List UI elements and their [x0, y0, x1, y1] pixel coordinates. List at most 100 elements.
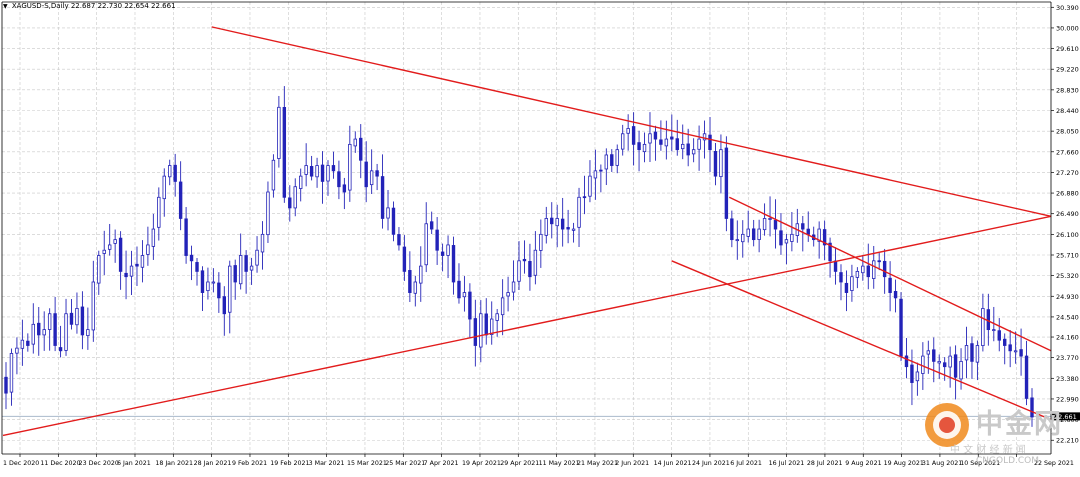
- candle-bull[interactable]: [86, 329, 90, 336]
- candle-bear[interactable]: [899, 298, 903, 357]
- candle-bear[interactable]: [844, 282, 849, 293]
- candle-bear[interactable]: [195, 262, 199, 272]
- candle-bear[interactable]: [288, 197, 292, 209]
- candle-bear[interactable]: [839, 272, 843, 283]
- candle-bear[interactable]: [550, 217, 554, 225]
- candle-bull[interactable]: [293, 186, 297, 209]
- candle-bull[interactable]: [719, 149, 723, 178]
- candle-bull[interactable]: [353, 138, 357, 147]
- candle-bull[interactable]: [446, 244, 450, 256]
- candle-bear[interactable]: [135, 263, 139, 267]
- candle-bull[interactable]: [238, 255, 243, 285]
- candle-bear[interactable]: [801, 223, 805, 230]
- candle-bull[interactable]: [850, 276, 854, 291]
- candle-bear[interactable]: [893, 291, 898, 299]
- candle-bear[interactable]: [686, 143, 690, 156]
- candle-bear[interactable]: [118, 237, 123, 272]
- candle-bull[interactable]: [326, 165, 330, 182]
- candle-bull[interactable]: [107, 244, 112, 250]
- candle-bull[interactable]: [277, 106, 281, 159]
- candle-bull[interactable]: [495, 313, 499, 321]
- trendline-upper-resistance[interactable]: [211, 26, 1052, 218]
- candle-bear[interactable]: [217, 282, 221, 299]
- candle-bear[interactable]: [724, 147, 729, 219]
- candle-bull[interactable]: [42, 329, 46, 336]
- candle-bear[interactable]: [904, 355, 909, 368]
- candle-bear[interactable]: [375, 170, 379, 177]
- candle-bear[interactable]: [708, 134, 712, 151]
- candle-bear[interactable]: [473, 318, 478, 346]
- candle-bull[interactable]: [861, 265, 865, 274]
- candle-bull[interactable]: [921, 355, 925, 374]
- candle-bear[interactable]: [910, 364, 914, 383]
- candle-bull[interactable]: [206, 281, 210, 292]
- candle-bull[interactable]: [419, 265, 423, 284]
- candle-bull[interactable]: [746, 228, 750, 237]
- candle-bear[interactable]: [244, 255, 248, 272]
- candle-bear[interactable]: [484, 313, 488, 336]
- candle-bear[interactable]: [822, 229, 827, 246]
- candle-bull[interactable]: [168, 165, 172, 178]
- candle-bull[interactable]: [1013, 350, 1018, 353]
- candle-bull[interactable]: [577, 196, 581, 228]
- candle-bull[interactable]: [571, 228, 576, 231]
- candle-bear[interactable]: [173, 164, 177, 182]
- candle-bear[interactable]: [599, 169, 603, 172]
- candle-bear[interactable]: [932, 349, 936, 362]
- candle-bear[interactable]: [408, 270, 412, 293]
- candle-bull[interactable]: [544, 218, 548, 236]
- candle-bear[interactable]: [522, 258, 527, 262]
- candle-bear[interactable]: [942, 362, 947, 368]
- candle-bear[interactable]: [391, 207, 396, 235]
- candle-bull[interactable]: [386, 207, 390, 219]
- candle-bull[interactable]: [255, 249, 259, 266]
- candle-bull[interactable]: [784, 239, 789, 244]
- candle-bear[interactable]: [440, 251, 445, 256]
- candle-bear[interactable]: [435, 229, 439, 251]
- candle-bull[interactable]: [15, 347, 19, 354]
- candle-bull[interactable]: [762, 218, 767, 231]
- candle-bull[interactable]: [266, 191, 270, 236]
- candle-bull[interactable]: [926, 350, 931, 355]
- candle-bear[interactable]: [4, 376, 8, 394]
- candle-bull[interactable]: [702, 133, 707, 141]
- candle-bear[interactable]: [670, 136, 674, 140]
- candle-bear[interactable]: [331, 165, 336, 172]
- candle-bear[interactable]: [189, 254, 194, 262]
- candle-bull[interactable]: [604, 154, 609, 170]
- candle-bear[interactable]: [222, 296, 226, 315]
- candle-bear[interactable]: [773, 219, 778, 230]
- candle-bull[interactable]: [9, 353, 14, 393]
- candle-bear[interactable]: [866, 265, 870, 278]
- candle-bear[interactable]: [364, 161, 368, 188]
- candle-bull[interactable]: [511, 281, 516, 293]
- candle-bull[interactable]: [299, 175, 303, 189]
- candle-bear[interactable]: [320, 164, 325, 182]
- candle-bear[interactable]: [653, 131, 658, 140]
- candle-bull[interactable]: [129, 265, 134, 277]
- candle-bull[interactable]: [31, 323, 35, 345]
- candle-bull[interactable]: [768, 218, 772, 220]
- candle-bear[interactable]: [184, 218, 188, 256]
- trendline-channel-bottom[interactable]: [671, 260, 1052, 421]
- candle-bear[interactable]: [402, 246, 407, 272]
- candle-bear[interactable]: [986, 309, 991, 331]
- candle-bull[interactable]: [157, 196, 161, 228]
- candle-bear[interactable]: [806, 228, 810, 235]
- candle-bear[interactable]: [1008, 344, 1012, 352]
- trendline-lower-support[interactable]: [2, 215, 1052, 437]
- candle-bull[interactable]: [964, 345, 969, 361]
- candle-bear[interactable]: [451, 245, 456, 283]
- candle-bear[interactable]: [997, 330, 1001, 341]
- candle-bull[interactable]: [490, 318, 494, 335]
- candle-bull[interactable]: [249, 265, 254, 271]
- candle-bear[interactable]: [888, 277, 892, 293]
- candle-bull[interactable]: [47, 313, 52, 330]
- candle-bull[interactable]: [162, 175, 166, 200]
- candle-bear[interactable]: [58, 347, 63, 352]
- candle-bear[interactable]: [566, 227, 570, 230]
- candle-bull[interactable]: [757, 228, 761, 240]
- candle-bear[interactable]: [457, 280, 461, 299]
- candle-bull[interactable]: [975, 345, 980, 363]
